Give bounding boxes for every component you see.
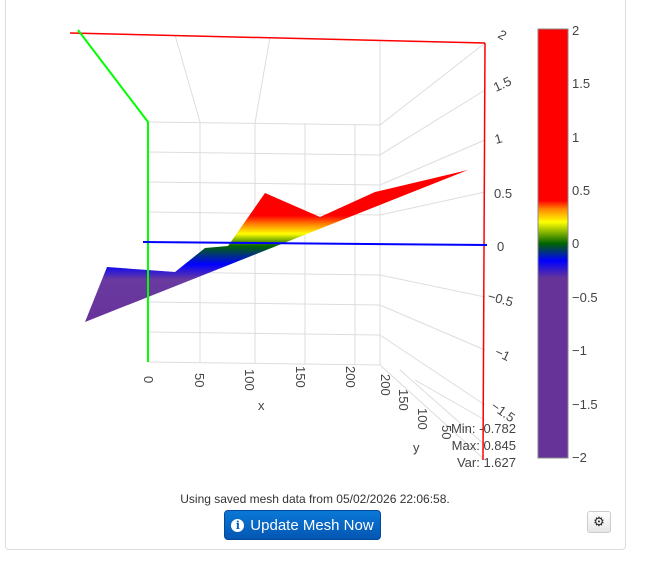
- colorbar-tick: −1.5: [572, 397, 598, 412]
- y-tick-labels: 200 150 100 50 y: [378, 374, 454, 455]
- colorbar-tick: 2: [572, 23, 579, 38]
- x-tick: 100: [242, 369, 257, 391]
- x-tick: 200: [343, 366, 358, 388]
- x-tick: 50: [192, 373, 207, 387]
- saved-data-message: Using saved mesh data from 05/02/2026 22…: [180, 492, 450, 506]
- surface-mesh: [85, 170, 468, 322]
- update-mesh-label: Update Mesh Now: [250, 516, 374, 534]
- settings-button[interactable]: ⚙: [587, 511, 611, 533]
- colorbar-tick: 1.5: [572, 76, 590, 91]
- x-tick-labels: 0 50 100 150 200 x: [141, 366, 358, 413]
- z-tick: −0.5: [486, 288, 515, 309]
- x-axis-line: [142, 241, 488, 246]
- x-tick: 150: [293, 366, 308, 388]
- z-tick: 0.5: [494, 186, 512, 201]
- z-axis-line: [69, 32, 486, 44]
- gear-icon: ⚙: [593, 514, 605, 529]
- stat-min: Min: -0.782: [450, 421, 516, 436]
- colorbar-tick: 0.5: [572, 183, 590, 198]
- colorbar: [537, 28, 569, 459]
- y-axis-line: [77, 29, 149, 362]
- colorbar-tick: −0.5: [572, 290, 598, 305]
- z-tick: 0: [497, 239, 504, 254]
- colorbar-tick: 1: [572, 130, 579, 145]
- z-tick: 1.5: [491, 73, 514, 94]
- colorbar-tick: −1: [572, 343, 587, 358]
- stat-var: Var: 1.627: [456, 455, 516, 470]
- y-tick: 200: [378, 374, 393, 396]
- mesh-stats: Min: -0.782 Max: 0.845 Var: 1.627: [420, 420, 516, 471]
- x-tick: 0: [141, 376, 156, 383]
- z-tick: 2: [496, 27, 510, 44]
- z-axis-line: [482, 42, 486, 461]
- colorbar-tick-labels: 2 1.5 1 0.5 0 −0.5 −1 −1.5 −2: [572, 23, 598, 465]
- x-axis-title: x: [258, 398, 265, 413]
- update-mesh-button[interactable]: i Update Mesh Now: [224, 510, 381, 540]
- y-tick: 50: [439, 425, 454, 439]
- z-tick: 1: [493, 131, 504, 147]
- stat-max: Max: 0.845: [451, 438, 516, 453]
- colorbar-tick: 0: [572, 236, 579, 251]
- y-tick: 150: [396, 389, 411, 411]
- y-tick: 100: [415, 408, 430, 430]
- info-icon: i: [231, 518, 245, 532]
- colorbar-tick: −2: [572, 450, 587, 465]
- y-axis-title: y: [413, 440, 420, 455]
- z-tick-labels: 2 1.5 1 0.5 0 −0.5 −1 −1.5: [486, 27, 518, 426]
- z-tick: −1: [493, 344, 513, 364]
